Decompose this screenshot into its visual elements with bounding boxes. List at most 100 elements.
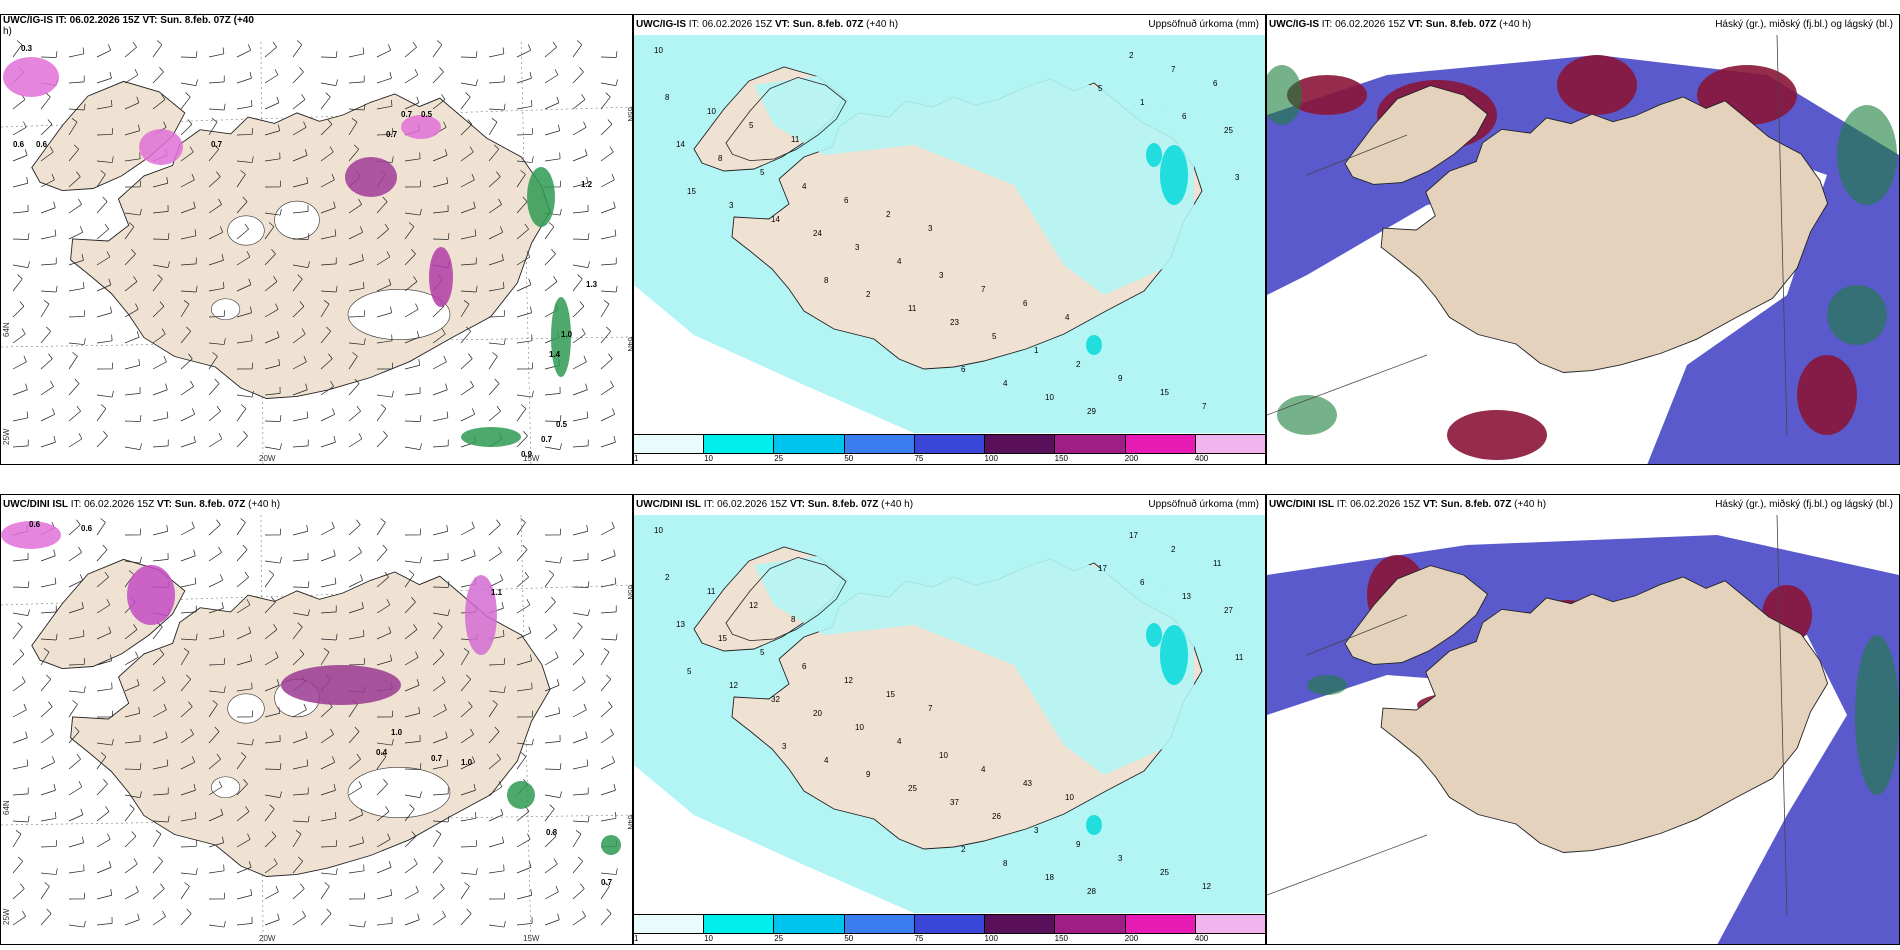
wind-barb: [376, 861, 392, 874]
lat-tick-label-right: 64N: [626, 337, 632, 352]
wind-barb: [40, 257, 57, 266]
wind-barb: [96, 544, 108, 562]
precip-value-label: 3: [729, 201, 734, 210]
panel-header: UWC/IG-IS IT: 06.02.2026 15Z VT: Sun. 8.…: [1, 15, 632, 39]
wind-barb: [96, 306, 112, 318]
wind-barb: [460, 674, 472, 692]
colorbar-tick-label: 400: [1194, 934, 1209, 943]
wind-barb: [68, 658, 85, 666]
wind-barb: [124, 303, 139, 318]
it-value: 06.02.2026 15Z: [1335, 19, 1406, 30]
glacier: [211, 776, 241, 799]
wind-barb: [348, 144, 360, 162]
wind-barb: [264, 222, 275, 240]
wind-barb: [404, 180, 422, 188]
precip-value-label: 23: [950, 318, 959, 327]
wind-barb: [488, 700, 498, 718]
wind-barb: [516, 44, 531, 58]
wind-barb: [208, 700, 218, 718]
wind-barb: [376, 917, 393, 926]
wind-barb: [460, 868, 478, 875]
wind-barb: [68, 836, 84, 848]
wind-barb: [180, 756, 195, 770]
wind-barb: [236, 752, 247, 770]
wind-barb: [264, 249, 276, 266]
wind-barb: [292, 67, 304, 84]
wind-barb: [292, 205, 309, 214]
wind-barb: [600, 811, 617, 822]
wind-barb: [544, 387, 561, 396]
wind-barb: [488, 753, 501, 770]
wind-barb: [376, 306, 392, 318]
wind-barb: [376, 833, 391, 848]
wind-barb: [544, 706, 561, 718]
lon-tick-label: 20W: [259, 454, 276, 463]
precip-blob: [429, 247, 453, 307]
precip-colorbar-labels: 1 10 25 50 75 100 150 200 400: [634, 934, 1265, 944]
wind-barb: [68, 753, 81, 770]
wind-barb: [292, 553, 309, 562]
wind-barb: [236, 888, 253, 900]
precip-value-label: 8: [824, 276, 829, 285]
wind-barb: [264, 69, 279, 84]
wind-barb: [320, 882, 330, 900]
wind-barb: [292, 609, 310, 616]
wind-barb: [180, 408, 195, 422]
precip-value-label: 3: [939, 271, 944, 280]
precip-value-label: 11: [707, 587, 716, 596]
wind-barb: [236, 170, 246, 188]
vt-value: Sun. 8.feb. 07Z: [1425, 19, 1497, 30]
wind-barb: [572, 67, 584, 84]
precip-value-label: 24: [813, 229, 822, 238]
wind-barb: [124, 180, 142, 188]
wind-barb: [404, 249, 416, 266]
wind-barb: [572, 731, 588, 744]
precip-value-label: 11: [791, 135, 800, 144]
wind-barb: [572, 411, 589, 422]
wind-barb: [544, 249, 556, 266]
precip-value-label: 27: [1224, 606, 1233, 615]
precip-colorbar: [634, 434, 1265, 454]
wind-barb: [208, 433, 223, 448]
wind-barb: [68, 47, 85, 58]
wind-barb: [292, 856, 304, 874]
wind-value-label: 1.0: [461, 758, 473, 767]
precip-blob: [551, 297, 571, 377]
wind-barb: [460, 756, 475, 770]
wind-barb: [96, 99, 113, 110]
vt-label: VT:: [774, 19, 790, 30]
wind-barb: [460, 648, 470, 666]
wind-barb: [68, 226, 83, 240]
wind-barb: [432, 411, 449, 422]
wind-barb: [544, 735, 561, 744]
wind-value-label: 0.7: [541, 435, 553, 444]
wind-barb: [348, 753, 361, 770]
wind-barb: [320, 119, 333, 136]
wind-barb: [236, 654, 252, 666]
wind-barb: [404, 651, 419, 666]
wind-barb: [572, 261, 590, 268]
precip-value-label: 6: [1140, 578, 1145, 587]
precip-value-label: 7: [981, 285, 986, 294]
model-name: UWC/DINI ISL: [3, 499, 68, 510]
precip-value-label: 7: [1171, 65, 1176, 74]
precip-area-heavy: [1086, 815, 1102, 835]
wind-barb: [264, 885, 279, 900]
wind-barb: [96, 278, 112, 292]
wind-barb: [236, 779, 248, 796]
wind-barb: [572, 856, 584, 874]
colorbar-swatch: [985, 435, 1056, 453]
wind-barb: [68, 405, 81, 422]
wind-barb: [292, 411, 309, 422]
wind-value-label: 0.6: [81, 524, 93, 533]
precip-value-label: 8: [665, 93, 670, 102]
wind-barb: [404, 152, 421, 162]
precip-legend-title: Uppsöfnuð úrkoma (mm): [1148, 19, 1259, 30]
lat-tick-label: 25W: [2, 908, 11, 925]
precip-value-label: 12: [1202, 882, 1211, 891]
wind-barb: [488, 338, 506, 345]
wind-barb: [572, 149, 588, 162]
wind-barb: [96, 571, 109, 588]
wind-barb: [292, 261, 310, 268]
lead-time: (+40 h): [1499, 19, 1532, 30]
